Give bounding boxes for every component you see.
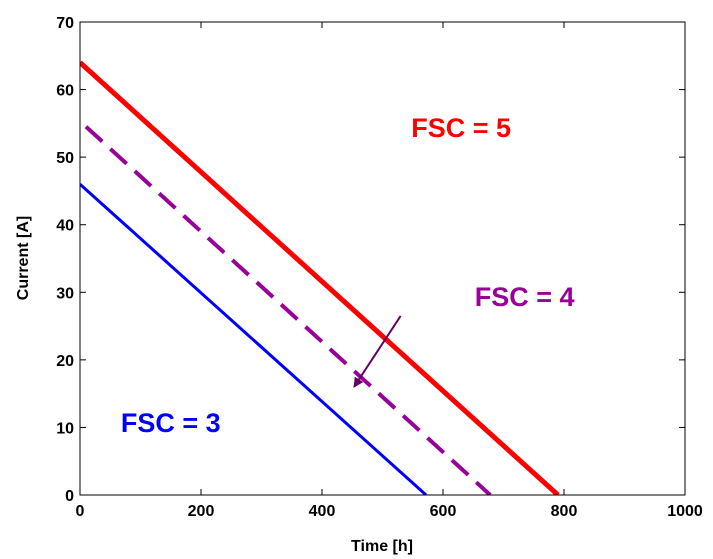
y-axis-label: Current [A] <box>15 216 32 300</box>
y-tick-label: 40 <box>56 218 74 235</box>
y-tick-label: 10 <box>56 420 74 437</box>
series-line-0 <box>80 60 560 495</box>
x-tick-label: 0 <box>76 503 85 520</box>
y-tick-label: 50 <box>56 150 74 167</box>
x-tick-label: 200 <box>188 503 215 520</box>
series-layer <box>80 60 560 495</box>
ticks-layer: 0 200 400 600 800 1000 0 10 20 30 40 50 60 70 <box>56 15 703 520</box>
x-tick-label: 400 <box>309 503 336 520</box>
x-tick-label: 600 <box>430 503 457 520</box>
y-tick-label: 20 <box>56 353 74 370</box>
y-tick-label: 0 <box>65 488 74 505</box>
y-tick-label: 70 <box>56 15 74 32</box>
series-line-1 <box>84 125 492 495</box>
y-tick-label: 60 <box>56 83 74 100</box>
y-tick-label: 30 <box>56 285 74 302</box>
x-axis-label: Time [h] <box>351 538 413 555</box>
x-tick-label: 800 <box>551 503 578 520</box>
annotations-layer: FSC = 5 FSC = 4 FSC = 3 <box>121 113 575 438</box>
annotation-label-0: FSC = 5 <box>411 113 511 143</box>
fsc4-arrow <box>353 315 402 388</box>
series-line-2 <box>80 183 428 495</box>
plot-frame <box>79 21 686 496</box>
annotation-label-2: FSC = 3 <box>121 408 221 438</box>
plot-area <box>80 22 685 495</box>
x-tick-label: 1000 <box>667 503 703 520</box>
annotation-label-1: FSC = 4 <box>475 282 575 312</box>
